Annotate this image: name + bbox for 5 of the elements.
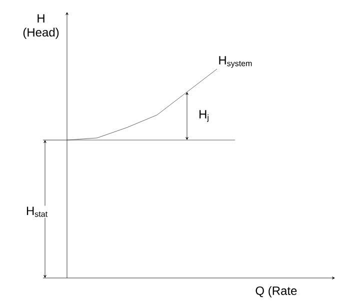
text: H$_{stat}$	[26, 206, 48, 217]
x-axis-title: Q (Rate	[256, 286, 297, 298]
y-axis-title: H (Head)	[23, 14, 59, 39]
annotation: H$_{j}$	[200, 110, 208, 122]
series-label: H$_{system}$	[219, 56, 252, 68]
